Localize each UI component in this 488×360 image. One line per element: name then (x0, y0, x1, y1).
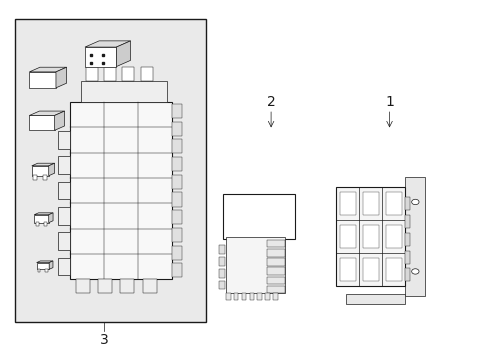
Bar (219, 245, 224, 254)
Bar (172, 139, 182, 153)
Bar (172, 157, 182, 171)
Bar (142, 279, 157, 293)
Bar (266, 267, 285, 275)
Polygon shape (29, 67, 66, 72)
Bar (223, 194, 294, 239)
Bar (33, 175, 37, 180)
Bar (85, 67, 98, 81)
Bar (405, 269, 409, 282)
Bar (36, 222, 39, 226)
Bar (58, 207, 70, 225)
Bar (385, 192, 401, 215)
Bar (241, 293, 246, 300)
Bar (339, 225, 355, 248)
Bar (172, 122, 182, 136)
Bar (405, 177, 425, 296)
Polygon shape (34, 213, 53, 215)
Bar (140, 67, 152, 81)
Bar (172, 192, 182, 207)
Bar (405, 233, 409, 246)
Bar (172, 175, 182, 189)
Bar (362, 258, 378, 282)
Bar (75, 279, 90, 293)
Bar (172, 246, 182, 260)
Circle shape (411, 269, 418, 274)
Bar (339, 258, 355, 282)
Bar (32, 166, 49, 176)
Bar (58, 258, 70, 275)
Polygon shape (29, 111, 64, 116)
Bar (264, 293, 269, 300)
Bar (122, 67, 134, 81)
Bar (233, 293, 238, 300)
Polygon shape (49, 261, 53, 269)
Bar (81, 81, 166, 102)
Bar (34, 215, 49, 223)
Bar (98, 279, 112, 293)
Polygon shape (32, 163, 55, 166)
Polygon shape (54, 111, 64, 130)
Text: 3: 3 (100, 333, 108, 346)
Text: 1: 1 (385, 95, 393, 109)
Bar (58, 182, 70, 199)
Bar (405, 251, 409, 264)
Polygon shape (49, 213, 53, 223)
Bar (219, 257, 224, 266)
Bar (272, 293, 277, 300)
Bar (38, 269, 41, 272)
Bar (266, 286, 285, 293)
Bar (29, 72, 56, 88)
Bar (172, 263, 182, 278)
Bar (249, 293, 254, 300)
Bar (58, 131, 70, 149)
Bar (45, 269, 48, 272)
Bar (219, 269, 224, 278)
Bar (339, 192, 355, 215)
Bar (43, 175, 47, 180)
Bar (362, 225, 378, 248)
Polygon shape (116, 41, 130, 67)
Bar (385, 225, 401, 248)
Bar (225, 237, 284, 293)
Bar (266, 258, 285, 266)
Circle shape (411, 199, 418, 205)
Bar (385, 258, 401, 282)
Bar (70, 102, 172, 279)
Bar (362, 192, 378, 215)
Bar (58, 233, 70, 250)
Polygon shape (85, 41, 130, 47)
Bar (29, 116, 54, 130)
Polygon shape (56, 67, 66, 88)
Bar (266, 240, 285, 247)
Bar (336, 187, 405, 286)
Polygon shape (37, 261, 53, 262)
Bar (266, 249, 285, 257)
Polygon shape (49, 163, 55, 176)
Bar (225, 293, 230, 300)
Bar (44, 222, 47, 226)
Bar (266, 276, 285, 284)
Bar (85, 47, 116, 67)
Bar (120, 279, 134, 293)
Bar (58, 157, 70, 174)
Bar (405, 197, 409, 210)
Bar (405, 215, 409, 228)
Bar (219, 280, 224, 289)
Bar (104, 67, 116, 81)
Bar (15, 19, 205, 322)
Bar (172, 210, 182, 224)
Bar (345, 294, 405, 304)
Bar (172, 228, 182, 242)
Text: 2: 2 (266, 95, 275, 109)
Bar (257, 293, 262, 300)
Bar (172, 104, 182, 118)
Bar (37, 262, 49, 269)
